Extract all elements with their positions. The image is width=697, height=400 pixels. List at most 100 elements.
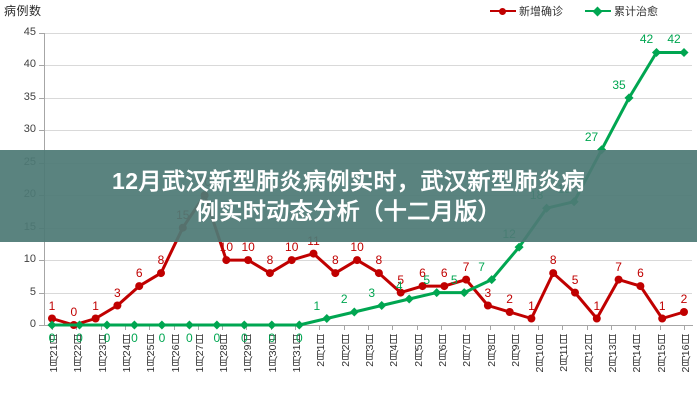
data-point-label: 2 <box>680 292 688 307</box>
data-point-label: 0 <box>158 331 166 345</box>
data-point-marker <box>487 275 497 285</box>
data-point-marker <box>549 269 558 278</box>
x-tick-mark <box>440 325 442 330</box>
data-point-label: 8 <box>266 253 274 268</box>
data-point-marker <box>349 307 359 317</box>
x-tick-mark <box>76 325 78 330</box>
x-tick-mark <box>416 325 418 330</box>
x-tick-mark <box>392 325 394 330</box>
data-point-marker <box>265 269 274 278</box>
data-point-label: 42 <box>667 32 681 47</box>
data-point-label: 0 <box>241 331 248 345</box>
data-point-label: 6 <box>637 266 644 281</box>
data-point-label: 1 <box>593 298 601 313</box>
x-tick-label: 1月25日 <box>145 334 158 373</box>
x-tick-label: 2月16日 <box>680 334 692 373</box>
data-point-marker <box>514 242 524 252</box>
x-tick-mark <box>586 325 588 330</box>
x-tick-mark <box>343 325 345 330</box>
data-point-marker <box>636 282 645 291</box>
gridline <box>44 97 692 99</box>
data-point-marker <box>592 314 601 323</box>
overlay-title-line-1: 12月武汉新型肺炎病例实时，武汉新型肺炎病 <box>111 167 586 194</box>
y-tick-label: 10 <box>23 253 36 266</box>
legend-label-cumulative-cured: 累计治愈 <box>614 6 658 18</box>
data-point-label: 1 <box>48 298 56 313</box>
x-tick-mark <box>684 325 685 330</box>
y-tick-mark <box>39 33 44 34</box>
data-point-label: 0 <box>268 331 276 345</box>
data-point-marker <box>309 249 318 258</box>
data-point-marker <box>377 300 387 311</box>
data-point-marker <box>113 301 122 310</box>
data-point-label: 0 <box>76 331 83 345</box>
x-tick-mark <box>611 325 613 330</box>
gridline <box>44 65 692 67</box>
y-tick-label: 35 <box>23 90 36 103</box>
x-tick-label: 2月10日 <box>534 334 547 373</box>
data-point-label: 6 <box>135 266 143 281</box>
data-point-marker <box>680 308 688 316</box>
y-tick-label: 30 <box>23 123 36 136</box>
data-point-marker <box>157 269 165 278</box>
x-tick-mark <box>270 325 272 330</box>
data-point-label: 1 <box>313 298 321 313</box>
x-tick-label: 2月12日 <box>582 334 595 373</box>
y-tick-label: 40 <box>23 58 36 71</box>
x-tick-mark <box>465 325 467 330</box>
x-tick-label: 1月26日 <box>169 334 182 373</box>
data-point-marker <box>374 269 383 278</box>
data-point-label: 10 <box>350 240 364 255</box>
y-tick-mark <box>39 130 44 132</box>
data-point-label: 1 <box>528 298 535 313</box>
data-point-label: 0 <box>213 331 221 345</box>
x-tick-mark <box>489 325 491 330</box>
data-point-marker <box>462 275 471 284</box>
x-tick-label: 2月9日 <box>509 334 522 367</box>
legend-item-cumulative-cured: 累计治愈 <box>585 3 658 19</box>
data-point-label: 5 <box>397 272 405 287</box>
data-point-marker <box>331 269 340 278</box>
overlay-title-line-2: 例实时动态分析（十二月版） <box>195 198 502 224</box>
x-tick-mark <box>197 325 199 330</box>
data-point-marker <box>48 314 56 323</box>
data-point-label: 6 <box>440 266 448 281</box>
data-point-label: 5 <box>423 272 431 287</box>
x-tick-label: 2月11日 <box>558 334 571 372</box>
data-point-label: 42 <box>639 32 654 47</box>
x-tick-label: 2月4日 <box>388 334 401 367</box>
data-point-label: 2 <box>506 292 513 307</box>
y-tick-mark <box>39 325 44 326</box>
data-point-marker <box>404 294 414 304</box>
y-tick-label: 5 <box>29 285 36 298</box>
x-tick-mark <box>538 325 540 330</box>
y-tick-label: 45 <box>23 26 36 38</box>
title-overlay-text: 12月武汉新型肺炎病例实时，武汉新型肺炎病 例实时动态分析（十二月版） <box>0 150 697 242</box>
data-point-marker <box>505 308 514 316</box>
x-tick-label: 2月3日 <box>364 334 376 367</box>
y-tick-mark <box>39 292 44 294</box>
x-tick-mark <box>562 325 564 330</box>
data-point-label: 0 <box>131 331 138 345</box>
data-point-label: 8 <box>157 253 165 268</box>
gridline <box>44 260 692 262</box>
x-tick-label: 1月27日 <box>193 334 206 373</box>
x-tick-label: 2月13日 <box>607 334 620 373</box>
legend-marker-red <box>490 8 516 15</box>
data-point-label: 7 <box>478 259 485 274</box>
data-point-label: 0 <box>186 331 193 345</box>
y-tick-mark <box>39 65 44 67</box>
data-point-label: 0 <box>103 331 111 345</box>
data-point-marker <box>614 275 623 284</box>
data-point-label: 10 <box>285 240 299 255</box>
data-point-marker <box>651 47 662 58</box>
data-point-label: 7 <box>615 259 622 274</box>
data-point-label: 10 <box>219 240 234 255</box>
x-tick-mark <box>319 325 321 330</box>
x-tick-label: 2月7日 <box>461 334 474 367</box>
data-point-label: 0 <box>70 305 78 319</box>
gridline <box>44 33 692 34</box>
chart-legend: 新增确诊 累计治愈 <box>490 3 658 19</box>
x-tick-mark <box>149 325 151 330</box>
data-point-label: 5 <box>571 272 579 287</box>
